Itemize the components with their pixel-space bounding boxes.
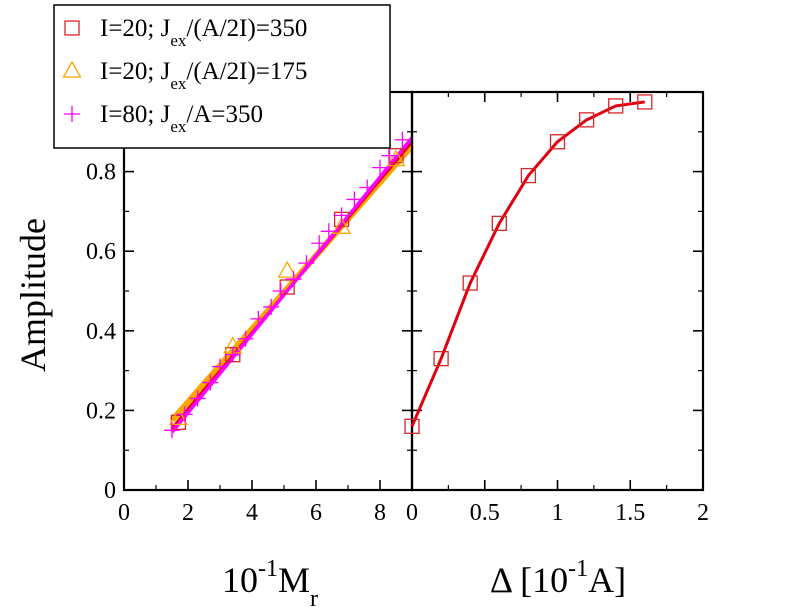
right-x-axis-title-main: Δ [10 [490,560,568,600]
left-y-tick-label: 0 [104,478,116,504]
right-x-tick-label: 0.5 [470,500,500,526]
left-x-axis-title-main: M [278,560,310,600]
left-y-tick-label: 0.6 [86,239,116,265]
left-series-2-point [263,298,280,315]
left-fit-line-2 [170,136,414,434]
left-series-2-point [333,207,350,224]
right-series-line [410,100,646,427]
legend-marker-0 [64,20,80,36]
right-x-axis-title: Δ [10-1A] [490,556,626,600]
left-series-2-point [381,147,398,164]
y-axis-title: Amplitude [13,218,53,372]
left-series-1-point [331,217,352,234]
right-x-tick-label: 2 [697,500,709,526]
left-panel: 0 2 4 6 800.20.40.60.8 [86,90,415,526]
left-series-2-point [346,191,363,208]
right-panel: 0 0.5 1 1.5 2 [404,90,709,526]
right-series-point [608,98,624,114]
left-series-2-point [298,255,315,272]
left-series-2-point [394,131,411,148]
left-x-axis-title-sup: -1 [258,556,278,582]
left-series-2-point [285,271,302,288]
right-series-point [433,351,449,367]
right-series-point [578,112,595,128]
right-series-point [462,275,478,291]
right-x-tick-label: 1.5 [615,500,645,526]
right-series-point [491,215,507,231]
left-series-1-point [168,408,189,426]
left-series-2-point [372,159,388,176]
legend: I=20; Jex/(A/2I)=350 I=20; Jex/(A/2I)=175… [53,4,391,149]
left-series-2-point [359,179,376,196]
right-series-point [637,94,653,110]
right-x-tick-label: 1 [552,500,564,526]
left-x-tick-label: 8 [374,500,386,526]
right-series-point [549,134,566,150]
left-series-2-point [237,330,254,347]
right-x-axis-title-post: A] [588,560,626,600]
left-series-1-point [386,149,406,167]
right-plot-frame [410,90,705,492]
left-series-2-point [189,390,206,407]
right-series-point [404,418,420,434]
left-y-tick-label: 0.8 [86,160,116,186]
legend-marker-2 [64,106,80,122]
left-series-2-point [311,235,328,252]
left-series-1-point [277,260,297,278]
left-series-2-point [212,358,228,375]
left-y-tick-label: 0.2 [86,398,116,424]
left-series-2-point [202,374,219,391]
left-series-2-point [250,310,267,327]
legend-box [53,4,391,149]
left-x-axis-title-base: 10 [222,560,258,600]
left-x-axis-title-sub: r [310,586,318,612]
legend-label-0: I=20; Jex/(A/2I)=350 [100,15,307,50]
legend-label-1: I=20; Jex/(A/2I)=175 [100,58,307,93]
left-series-2-point [320,223,337,240]
right-series-point [520,167,537,184]
legend-marker-1 [62,60,82,78]
left-series-2-point [272,283,289,299]
left-x-tick-label: 0 [118,500,130,526]
left-series-2-point [164,422,180,439]
left-x-tick-label: 6 [310,500,322,526]
left-series-2-point [176,406,193,423]
right-x-axis-title-sup: -1 [568,556,588,582]
left-x-tick-label: 4 [246,500,258,526]
left-series-2-point [224,346,241,363]
right-x-tick-label: 0 [406,500,418,526]
left-x-tick-label: 2 [182,500,194,526]
left-x-axis-title: 10-1Mr [222,556,318,612]
legend-label-2: I=80; Jex/A=350 [100,101,263,136]
left-y-tick-label: 0.4 [86,319,116,345]
